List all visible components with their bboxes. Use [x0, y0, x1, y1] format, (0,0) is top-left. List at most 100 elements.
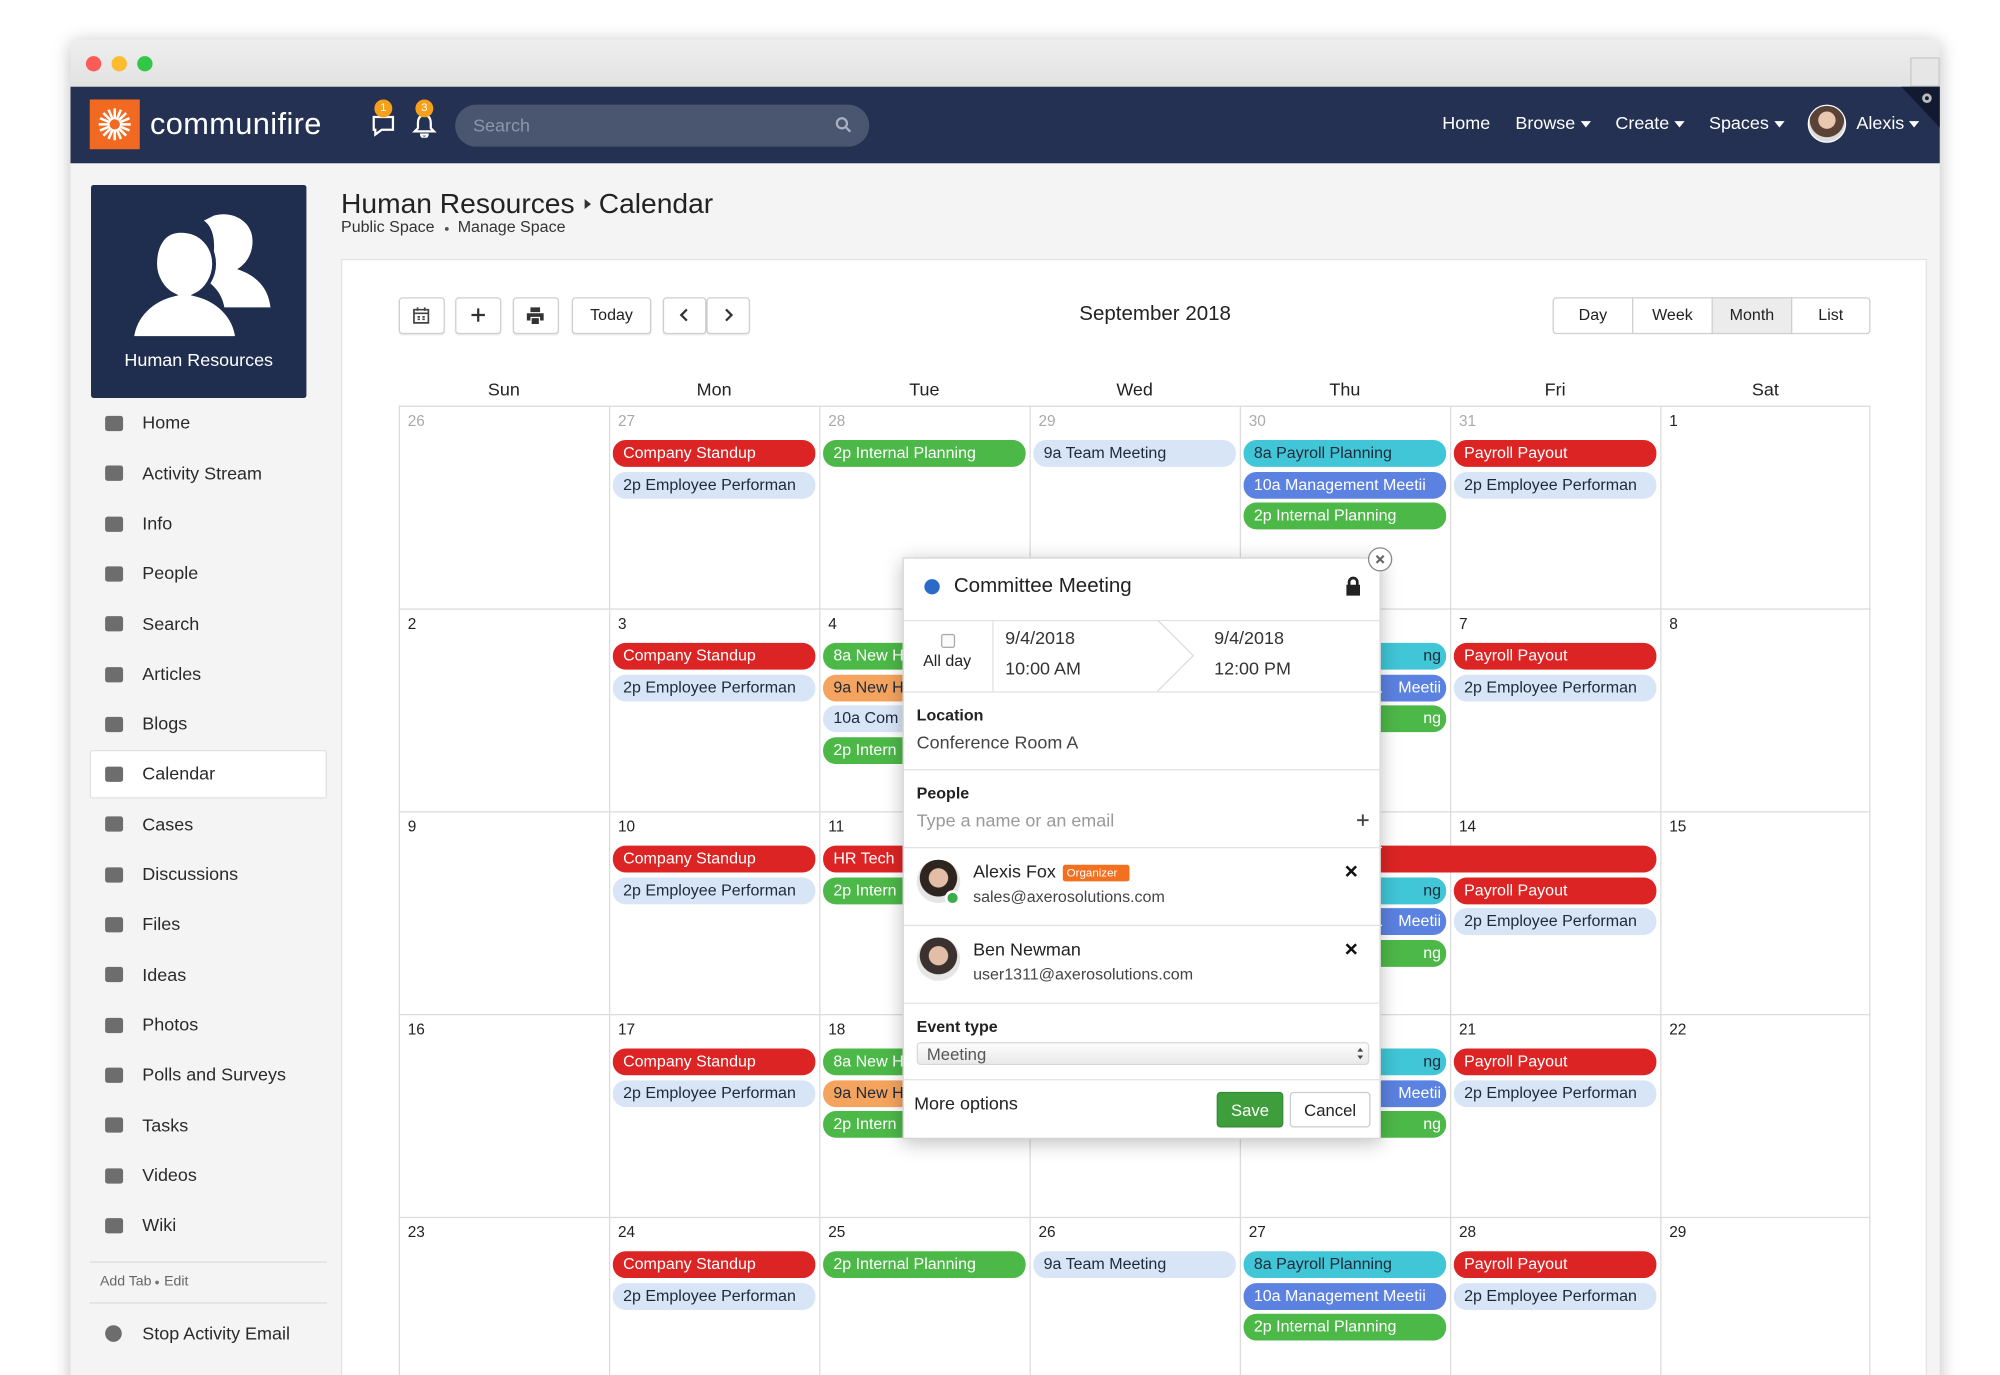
save-button[interactable]: Save	[1216, 1091, 1284, 1128]
calendar-event[interactable]: Company Standup	[612, 440, 816, 467]
settings-corner[interactable]	[1901, 86, 1940, 128]
sidebar-item[interactable]: Photos	[142, 1013, 199, 1035]
nav-menu-item[interactable]: Spaces	[1708, 112, 1769, 134]
messages-icon[interactable]	[371, 112, 397, 138]
calendar-event[interactable]: 10a Management Meetii	[1243, 1282, 1447, 1310]
calendar-event[interactable]: 2p Internal Planning	[823, 440, 1026, 467]
calendar-event[interactable]: 2p Employee Performan	[612, 674, 816, 701]
calendar-event[interactable]: 2p Employee Performan	[1453, 1282, 1657, 1310]
nav-menu-item[interactable]: Browse	[1515, 112, 1576, 134]
start-date[interactable]: 9/4/2018	[1005, 627, 1075, 649]
calendar-event[interactable]: 2p Employee Performan	[1453, 908, 1657, 935]
nav-menu-item[interactable]: Create	[1615, 112, 1670, 134]
calendar-event[interactable]: Company Standup	[612, 845, 816, 873]
view-button[interactable]: Month	[1711, 297, 1793, 335]
calendar-event[interactable]: 9a Team Meeting	[1033, 1251, 1236, 1279]
sidebar-item[interactable]: Stop Activity Email	[142, 1323, 290, 1344]
calendar-event[interactable]: 2p Employee Performan	[612, 1282, 816, 1310]
sidebar-item[interactable]: Calendar	[142, 763, 216, 784]
sidebar-item[interactable]: Articles	[142, 663, 202, 684]
view-button[interactable]: Week	[1632, 297, 1713, 335]
sidebar-space-card[interactable]	[91, 184, 307, 398]
calendar-event[interactable]: 2p Employee Performan	[1453, 1079, 1657, 1107]
calendar-event[interactable]: 2p Employee Performan	[612, 471, 816, 499]
brand-name[interactable]: communifire	[149, 107, 322, 142]
attendee-name[interactable]: Ben Newman	[973, 939, 1081, 960]
next-button[interactable]	[706, 297, 750, 335]
minimize-dot[interactable]	[111, 56, 127, 72]
calendar-event[interactable]: 2p Internal Planning	[823, 1251, 1026, 1279]
close-dot[interactable]	[85, 56, 102, 72]
calendar-event[interactable]: 8a Payroll Planning	[1243, 440, 1447, 467]
sidebar-item[interactable]: Videos	[142, 1164, 197, 1185]
calendar-event[interactable]: Company Standup	[612, 1048, 816, 1076]
sidebar-item[interactable]: Blogs	[142, 713, 188, 734]
verified-mark	[944, 890, 961, 906]
sidebar-item[interactable]: Ideas	[142, 963, 187, 985]
zoom-dot[interactable]	[137, 56, 153, 72]
calendar-event[interactable]: Payroll Payout	[1453, 876, 1657, 904]
sidebar-item[interactable]: Search	[142, 612, 200, 634]
sidebar-item[interactable]: Home	[142, 412, 191, 433]
calendar-event[interactable]: Payroll Payout	[1453, 1251, 1657, 1279]
more-options-link[interactable]: More options	[914, 1093, 1018, 1114]
calendar-event[interactable]: 2p Employee Performan	[612, 1079, 816, 1107]
calendar-button[interactable]	[398, 297, 445, 335]
sidebar-footer-link[interactable]: Edit	[164, 1274, 189, 1290]
logo-mark[interactable]	[89, 99, 140, 150]
sidebar-item[interactable]: Files	[142, 913, 181, 935]
calendar-event[interactable]: Company Standup	[612, 1251, 816, 1279]
calendar-event[interactable]: 9a Team Meeting	[1033, 440, 1236, 467]
new-tab-button[interactable]	[1910, 57, 1940, 87]
sidebar-item[interactable]: People	[142, 562, 199, 584]
sidebar-item[interactable]: Info	[142, 512, 173, 534]
popup-close[interactable]	[1367, 547, 1393, 572]
remove-attendee-icon[interactable]	[1344, 864, 1359, 879]
calendar-event[interactable]: 2p Employee Performan	[612, 876, 816, 904]
header-link[interactable]: Public Space	[341, 218, 435, 237]
calendar-event[interactable]: Company Standup	[612, 642, 816, 670]
header-link[interactable]: Manage Space	[457, 218, 566, 237]
view-button[interactable]: Day	[1552, 297, 1634, 335]
nav-menu-item[interactable]: Home	[1442, 112, 1491, 134]
location-value[interactable]: Conference Room A	[916, 732, 1079, 753]
calendar-event[interactable]: 10a Management Meetii	[1243, 471, 1447, 499]
calendar-event[interactable]: 2p Internal Planning	[1243, 1313, 1447, 1341]
calendar-event[interactable]: 2p Employee Performan	[1453, 471, 1657, 499]
calendar-event[interactable]: 8a Payroll Planning	[1243, 1251, 1447, 1279]
sidebar-item[interactable]: Tasks	[142, 1114, 189, 1135]
sidebar-item[interactable]: Discussions	[142, 863, 239, 884]
sidebar-item[interactable]: Cases	[142, 813, 194, 834]
sidebar-item[interactable]: Polls and Surveys	[142, 1064, 286, 1085]
sidebar-footer-link[interactable]: Add Tab	[99, 1274, 152, 1290]
notifications-icon[interactable]	[412, 112, 438, 138]
attendee-name[interactable]: Alexis Fox	[973, 861, 1056, 882]
remove-attendee-icon[interactable]	[1344, 941, 1359, 956]
sidebar-item[interactable]: Activity Stream	[142, 462, 262, 483]
calendar-event[interactable]: Payroll Payout	[1453, 1048, 1657, 1076]
today-button[interactable]: Today	[571, 297, 652, 335]
calendar-event[interactable]: 2p Internal Planning	[1243, 502, 1447, 530]
add-person-icon[interactable]	[1355, 812, 1370, 827]
user-avatar[interactable]	[1807, 104, 1847, 143]
prev-button[interactable]	[662, 297, 707, 335]
all-day-checkbox[interactable]	[941, 633, 956, 648]
start-time[interactable]: 10:00 AM	[1005, 658, 1081, 679]
calendar-event[interactable]: Payroll Payout	[1453, 440, 1657, 467]
search-box[interactable]: Search	[455, 104, 870, 147]
sidebar-icon	[105, 566, 124, 582]
settings-icon[interactable]	[1919, 91, 1934, 106]
sidebar-item[interactable]: Wiki	[142, 1214, 177, 1235]
calendar-event[interactable]: Payroll Payout	[1453, 642, 1657, 670]
breadcrumb-arrow	[584, 198, 592, 210]
end-time[interactable]: 12:00 PM	[1214, 658, 1291, 679]
calendar-event[interactable]: 2p Employee Performan	[1453, 674, 1657, 701]
view-button[interactable]: List	[1791, 297, 1871, 335]
event-type-select[interactable]: Meeting	[916, 1042, 1370, 1066]
end-date[interactable]: 9/4/2018	[1214, 627, 1284, 649]
sidebar-icon	[105, 766, 124, 783]
user-name[interactable]: Alexis	[1856, 112, 1905, 134]
breadcrumb-item[interactable]: Human Resources	[341, 187, 575, 220]
people-placeholder[interactable]: Type a name or an email	[916, 810, 1115, 831]
cancel-button[interactable]: Cancel	[1289, 1091, 1371, 1128]
